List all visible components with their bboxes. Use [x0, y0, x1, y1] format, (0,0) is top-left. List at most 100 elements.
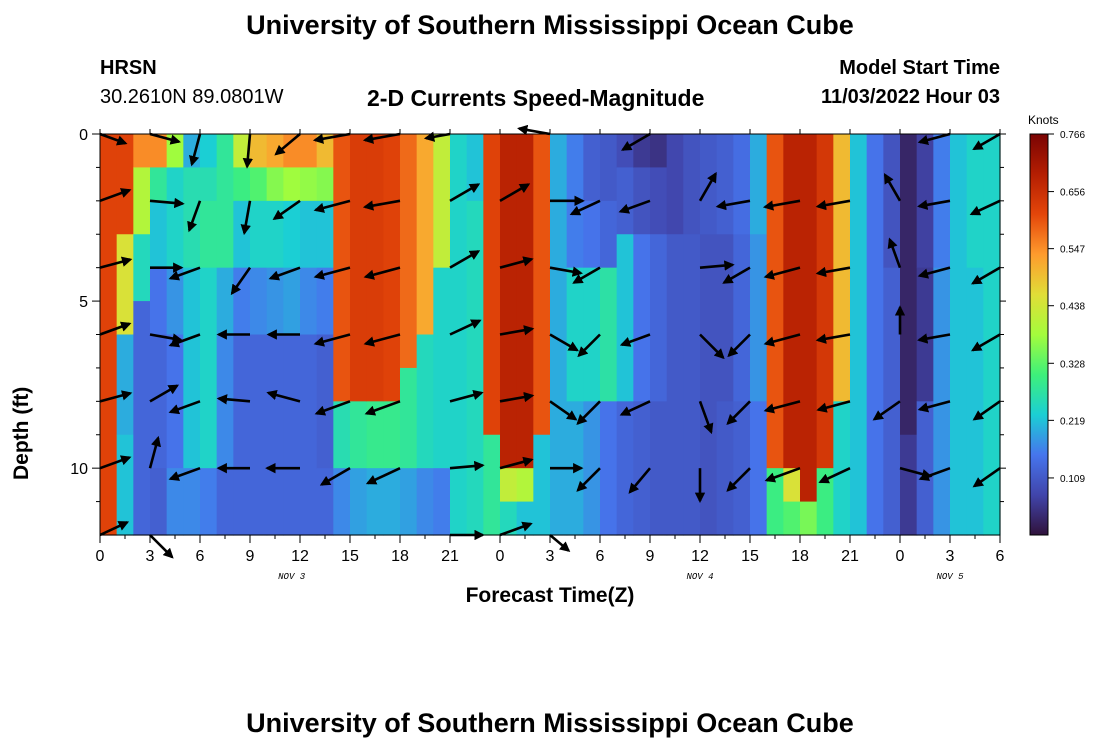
heatmap-cell: [266, 200, 284, 269]
current-vector: [230, 266, 252, 296]
current-vector: [972, 400, 1001, 421]
current-vector: [969, 199, 1001, 216]
heatmap-cell: [716, 401, 734, 536]
current-vector: [362, 199, 401, 211]
current-vector: [699, 260, 735, 271]
current-vector: [549, 534, 571, 553]
current-vector: [189, 133, 202, 167]
heatmap-cell: [300, 167, 318, 202]
heatmap-cell: [166, 334, 184, 469]
current-vector: [449, 319, 482, 336]
heatmap-cell: [133, 167, 151, 235]
heatmap-cell: [266, 334, 284, 536]
current-vector: [313, 199, 351, 213]
current-vector: [499, 391, 535, 403]
heatmap-cell: [616, 234, 634, 402]
heatmap-cell: [716, 234, 734, 402]
current-vector: [549, 266, 583, 277]
heatmap-cell: [733, 134, 751, 235]
heatmap-cell: [116, 434, 134, 536]
heatmap-cell: [283, 334, 301, 536]
heatmap-cell: [300, 267, 318, 336]
heatmap-cell: [983, 134, 1001, 536]
current-vector: [726, 467, 751, 492]
heatmap-cell: [366, 468, 384, 536]
current-vector: [917, 333, 951, 344]
current-vector: [763, 400, 801, 414]
heatmap-cell: [300, 200, 318, 269]
current-vector: [727, 333, 751, 358]
chart-subtitle: 2-D Currents Speed-Magnitude: [367, 85, 705, 111]
heatmap-cell: [233, 334, 251, 536]
current-vector: [187, 200, 202, 233]
colorbar-ticks: 0.766 0.656 0.547 0.438 0.328 0.219 0.109: [1048, 130, 1085, 485]
heatmap-cell: [133, 301, 151, 536]
current-vector: [499, 256, 534, 269]
current-vector: [872, 400, 901, 421]
heatmap-cell: [183, 267, 201, 469]
heatmap-cell: [350, 134, 368, 402]
heatmap-cell: [500, 501, 518, 536]
heatmap-cell: [750, 234, 768, 402]
current-vector: [168, 333, 201, 348]
x-tick-label: 6: [196, 548, 205, 565]
heatmap-cell: [233, 167, 251, 202]
heatmap-cell: [616, 134, 634, 169]
chart-main-title: University of Southern Mississippi Ocean…: [246, 10, 854, 40]
colorbar: [1029, 133, 1049, 536]
heatmap-cell: [833, 401, 851, 536]
current-vector: [313, 333, 351, 347]
heatmap-cell: [666, 234, 684, 536]
heatmap-cell: [816, 468, 834, 536]
current-vector: [549, 333, 579, 352]
heatmap-cell: [200, 167, 218, 202]
current-vector: [168, 400, 201, 415]
current-vector: [149, 197, 185, 209]
current-vector: [576, 400, 601, 426]
current-vector: [449, 389, 484, 403]
current-vector: [99, 521, 130, 537]
current-vector: [818, 466, 851, 484]
heatmap-cell: [400, 367, 418, 469]
current-vector: [319, 467, 351, 486]
heatmap-cell: [633, 167, 651, 235]
heatmap-cell: [200, 200, 218, 269]
heatmap-cell: [283, 134, 301, 169]
heatmap-cell: [366, 134, 384, 402]
y-tick-label: 0: [79, 127, 88, 144]
heatmap-cell: [433, 468, 451, 536]
heatmap-cell: [216, 468, 234, 536]
current-vector: [148, 435, 161, 469]
heatmap-cell: [916, 134, 934, 269]
heatmap-cell: [416, 468, 434, 536]
current-vector: [149, 534, 174, 559]
colorbar-units-label: Knots: [1028, 113, 1059, 127]
x-axis-label: Forecast Time(Z): [465, 584, 635, 607]
heatmap-cell: [316, 167, 334, 202]
heatmap-cell: [600, 134, 618, 202]
heatmap-cell: [166, 468, 184, 536]
heatmap-cell: [266, 167, 284, 202]
current-vector: [268, 266, 301, 281]
current-vector: [364, 400, 401, 416]
heatmap-cell: [883, 267, 901, 536]
heatmap-cell: [333, 401, 351, 469]
current-vector: [499, 325, 535, 336]
heatmap-cell: [250, 134, 268, 169]
heatmap-cell: [216, 334, 234, 469]
current-vector: [569, 199, 601, 216]
current-vector: [99, 321, 132, 336]
heatmap-cell: [366, 401, 384, 469]
heatmap-cell: [116, 234, 134, 336]
current-vector: [715, 199, 751, 211]
heatmap-cell: [150, 134, 168, 169]
heatmap-cell: [150, 267, 168, 336]
heatmap-cell: [400, 134, 418, 369]
current-vector: [449, 250, 481, 269]
heatmap-cell: [333, 468, 351, 536]
current-vector: [313, 266, 351, 280]
current-vector: [917, 132, 951, 145]
heatmap-cell: [250, 267, 268, 336]
colorbar-tick-label: 0.656: [1060, 188, 1085, 199]
heatmap-cell: [416, 334, 434, 469]
